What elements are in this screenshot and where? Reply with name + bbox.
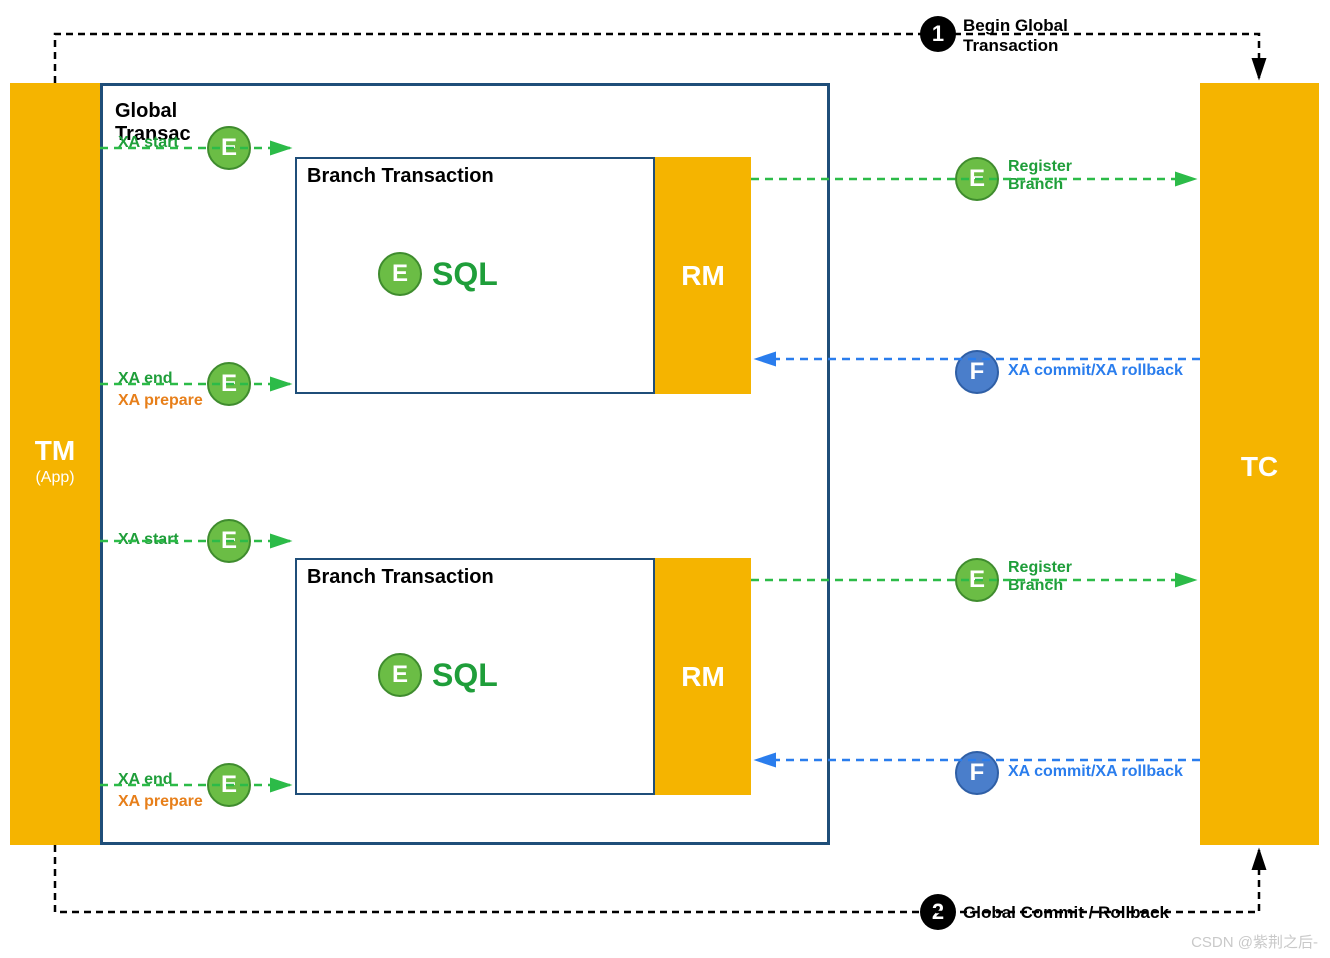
sql1-e-badge: E xyxy=(378,252,422,296)
branch2-label: Branch Transaction xyxy=(307,566,494,589)
xa-end1-e-badge-text: E xyxy=(221,370,237,398)
register2-e-badge-text: E xyxy=(969,566,985,594)
commit2-f-badge: F xyxy=(955,751,999,795)
register1-e-badge-text: E xyxy=(969,165,985,193)
step1-number: 1 xyxy=(932,21,944,47)
xa-prepare2-label: XA prepare xyxy=(118,793,203,811)
xa-end2-label: XA end xyxy=(118,771,173,789)
tc-title: TC xyxy=(1202,451,1317,483)
step2-arrow xyxy=(55,845,1259,912)
commit2-f-badge-text: F xyxy=(970,759,985,787)
step1-arrow xyxy=(55,34,1259,83)
xa-start1-e-badge: E xyxy=(207,126,251,170)
xa-end2-e-badge: E xyxy=(207,763,251,807)
xa-end1-label: XA end xyxy=(118,370,173,388)
xa-start2-e-badge-text: E xyxy=(221,527,237,555)
xa-start1-e-badge-text: E xyxy=(221,134,237,162)
register2-e-badge: E xyxy=(955,558,999,602)
sql1-label: SQL xyxy=(432,256,498,293)
sql2-label: SQL xyxy=(432,657,498,694)
step2-label: Global Commit / Rollback xyxy=(963,903,1169,923)
commit2-label: XA commit/XA rollback xyxy=(1008,763,1183,781)
commit1-f-badge: F xyxy=(955,350,999,394)
tc-box: TC xyxy=(1200,83,1319,845)
xa-prepare1-label: XA prepare xyxy=(118,392,203,410)
commit1-label: XA commit/XA rollback xyxy=(1008,362,1183,380)
xa-end2-e-badge-text: E xyxy=(221,771,237,799)
watermark: CSDN @紫荆之后- xyxy=(1191,931,1318,952)
sql1-e-badge-text: E xyxy=(392,260,408,288)
sql2-e-badge: E xyxy=(378,653,422,697)
xa-start2-label: XA start xyxy=(118,531,179,549)
rm2-label: RM xyxy=(655,661,751,693)
step1-label: Begin Global Transaction xyxy=(963,16,1068,56)
xa-start2-e-badge: E xyxy=(207,519,251,563)
tm-subtitle: (App) xyxy=(12,469,98,487)
tm-box: TM (App) xyxy=(10,83,100,845)
rm1-label: RM xyxy=(655,260,751,292)
sql2-e-badge-text: E xyxy=(392,661,408,689)
tm-title: TM xyxy=(12,435,98,467)
register2-label: Register Branch xyxy=(1008,559,1072,595)
step1-circle: 1 xyxy=(920,16,956,52)
branch1-label: Branch Transaction xyxy=(307,165,494,188)
step2-circle: 2 xyxy=(920,894,956,930)
register1-label: Register Branch xyxy=(1008,158,1072,194)
step2-number: 2 xyxy=(932,899,944,925)
commit1-f-badge-text: F xyxy=(970,358,985,386)
register1-e-badge: E xyxy=(955,157,999,201)
xa-start1-label: XA start xyxy=(118,134,179,152)
xa-end1-e-badge: E xyxy=(207,362,251,406)
